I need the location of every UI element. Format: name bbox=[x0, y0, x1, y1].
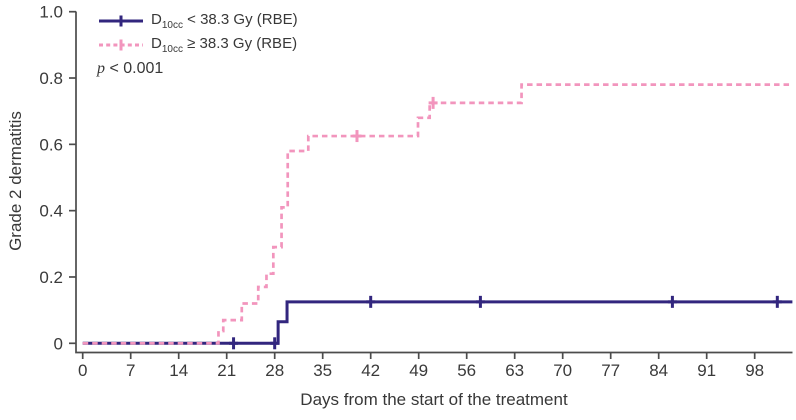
y-tick-label: 0 bbox=[54, 334, 63, 353]
x-tick-label: 70 bbox=[553, 361, 572, 380]
x-tick-label: 98 bbox=[745, 361, 764, 380]
x-tick-label: 91 bbox=[697, 361, 716, 380]
p-value-text: < 0.001 bbox=[105, 60, 164, 77]
x-tick-label: 77 bbox=[601, 361, 620, 380]
x-axis-title: Days from the start of the treatment bbox=[300, 390, 568, 409]
legend-solid-line-icon bbox=[99, 15, 143, 27]
x-tick-label: 63 bbox=[505, 361, 524, 380]
y-axis-title: Grade 2 dermatitis bbox=[6, 111, 25, 251]
y-tick-label: 0.2 bbox=[39, 268, 63, 287]
x-tick-label: 0 bbox=[78, 361, 87, 380]
km-curve-high-dose bbox=[82, 83, 793, 345]
axis-spines bbox=[75, 11, 793, 354]
x-tick-label: 35 bbox=[313, 361, 332, 380]
legend-label-text: ≥ 38.3 Gy (RBE) bbox=[182, 35, 298, 52]
y-tick-label: 0.8 bbox=[39, 69, 63, 88]
legend-item-low-dose: D10cc < 38.3 Gy (RBE) bbox=[97, 9, 298, 33]
x-tick-label: 42 bbox=[361, 361, 380, 380]
y-tick-label: 0.6 bbox=[39, 135, 63, 154]
x-tick-label: 49 bbox=[409, 361, 428, 380]
y-tick-label: 1.0 bbox=[39, 3, 63, 22]
legend-dashed-line-icon bbox=[99, 39, 143, 51]
p-value-symbol: p bbox=[97, 60, 105, 77]
x-tick-label: 21 bbox=[217, 361, 236, 380]
legend-label-low-dose: D10cc < 38.3 Gy (RBE) bbox=[151, 11, 298, 31]
x-tick-label: 7 bbox=[126, 361, 135, 380]
km-curve-low-dose bbox=[82, 300, 793, 345]
y-tick-label: 0.4 bbox=[39, 202, 63, 221]
x-tick-label: 84 bbox=[649, 361, 668, 380]
x-tick-label: 28 bbox=[265, 361, 284, 380]
legend: D10cc < 38.3 Gy (RBE) D10cc ≥ 38.3 Gy (R… bbox=[97, 9, 298, 78]
legend-label-subscript: 10cc bbox=[161, 44, 183, 55]
legend-item-high-dose: D10cc ≥ 38.3 Gy (RBE) bbox=[97, 33, 298, 57]
legend-label-subscript: 10cc bbox=[161, 20, 183, 31]
legend-label-text: < 38.3 Gy (RBE) bbox=[182, 11, 298, 28]
x-tick-label: 14 bbox=[169, 361, 188, 380]
x-tick-label: 56 bbox=[457, 361, 476, 380]
legend-label-text: D bbox=[151, 35, 162, 52]
p-value-annotation: p < 0.001 bbox=[97, 60, 298, 78]
legend-label-high-dose: D10cc ≥ 38.3 Gy (RBE) bbox=[151, 35, 297, 55]
legend-label-text: D bbox=[151, 11, 162, 28]
